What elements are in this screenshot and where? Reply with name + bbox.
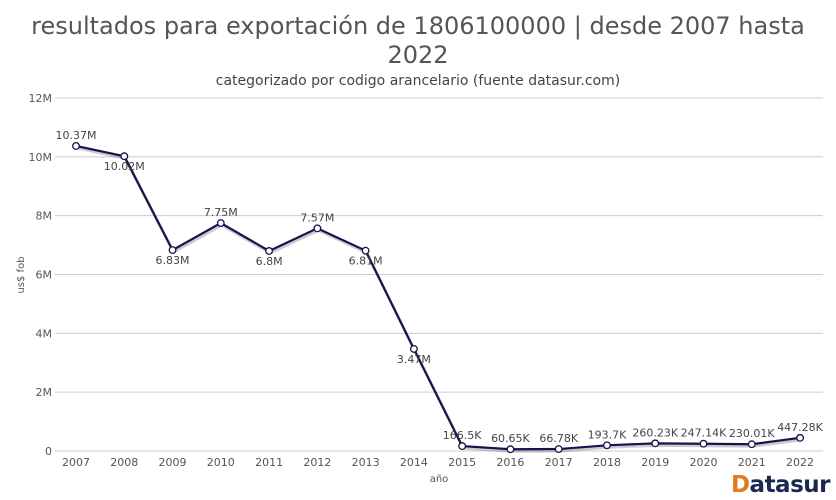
data-label: 260.23K (632, 426, 678, 439)
x-tick-label: 2018 (593, 456, 621, 469)
chart-subtitle: categorizado por codigo arancelario (fue… (215, 73, 621, 89)
data-label: 230.01K (729, 427, 775, 440)
data-label: 447.28K (777, 421, 823, 434)
data-point (603, 441, 611, 450)
y-tick-label: 4M (36, 327, 53, 340)
x-tick-label: 2021 (738, 456, 766, 469)
title-line-1: resultados para exportación de 180610000… (31, 12, 805, 40)
y-tick-label: 10M (29, 151, 53, 164)
x-tick-label: 2009 (159, 456, 187, 469)
x-tick-label: 2013 (352, 456, 380, 469)
x-tick-label: 2022 (786, 456, 814, 469)
data-point (313, 224, 322, 233)
data-point (747, 440, 756, 449)
data-point (265, 247, 274, 255)
x-tick-label: 2015 (448, 456, 476, 469)
title-line-2: 2022 (387, 41, 449, 69)
data-label: 6.83M (156, 254, 190, 267)
series-line (75, 144, 801, 451)
datasur-logo: Datasur (730, 472, 831, 498)
data-point (796, 433, 804, 442)
x-tick-label: 2020 (690, 456, 718, 469)
data-point (554, 445, 563, 453)
y-tick-label: 6M (36, 269, 53, 282)
y-tick-label: 2M (36, 386, 53, 399)
data-point (120, 152, 129, 161)
data-label: 193.7K (588, 428, 627, 441)
data-point (409, 344, 418, 353)
data-label: 247.14K (681, 427, 727, 440)
data-label: 166.5K (443, 429, 482, 442)
x-tick-label: 2016 (496, 456, 524, 469)
data-point (458, 442, 467, 451)
data-point (651, 439, 660, 448)
data-point (361, 246, 370, 255)
data-label: 3.47M (397, 353, 431, 366)
x-axis-label: año (430, 474, 449, 485)
data-label: 10.02M (104, 160, 145, 173)
x-tick-label: 2014 (400, 456, 428, 469)
y-axis-label: us$ fob (16, 256, 27, 293)
data-point (506, 445, 515, 454)
data-label: 60.65K (491, 432, 530, 445)
data-point (168, 246, 177, 255)
data-point (72, 141, 80, 150)
data-label: 6.81M (349, 255, 383, 268)
y-tick-label: 8M (36, 210, 53, 223)
data-point (216, 219, 225, 227)
data-label: 6.8M (256, 255, 283, 268)
y-tick-label: 0 (45, 445, 52, 458)
data-label: 7.57M (300, 211, 334, 224)
x-tick-label: 2008 (110, 456, 138, 469)
x-tick-label: 2017 (545, 456, 573, 469)
x-tick-label: 2011 (255, 456, 283, 469)
x-tick-label: 2010 (207, 456, 235, 469)
data-label: 66.78K (539, 432, 578, 445)
data-label: 7.75M (204, 206, 238, 219)
x-tick-label: 2007 (62, 456, 90, 469)
x-tick-label: 2019 (641, 456, 669, 469)
data-point (699, 439, 708, 448)
series-line-shadow (76, 146, 802, 453)
chart-title: resultados para exportación de 180610000… (0, 12, 836, 70)
data-label: 10.37M (56, 129, 97, 142)
y-tick-label: 12M (29, 92, 53, 105)
x-tick-label: 2012 (303, 456, 331, 469)
